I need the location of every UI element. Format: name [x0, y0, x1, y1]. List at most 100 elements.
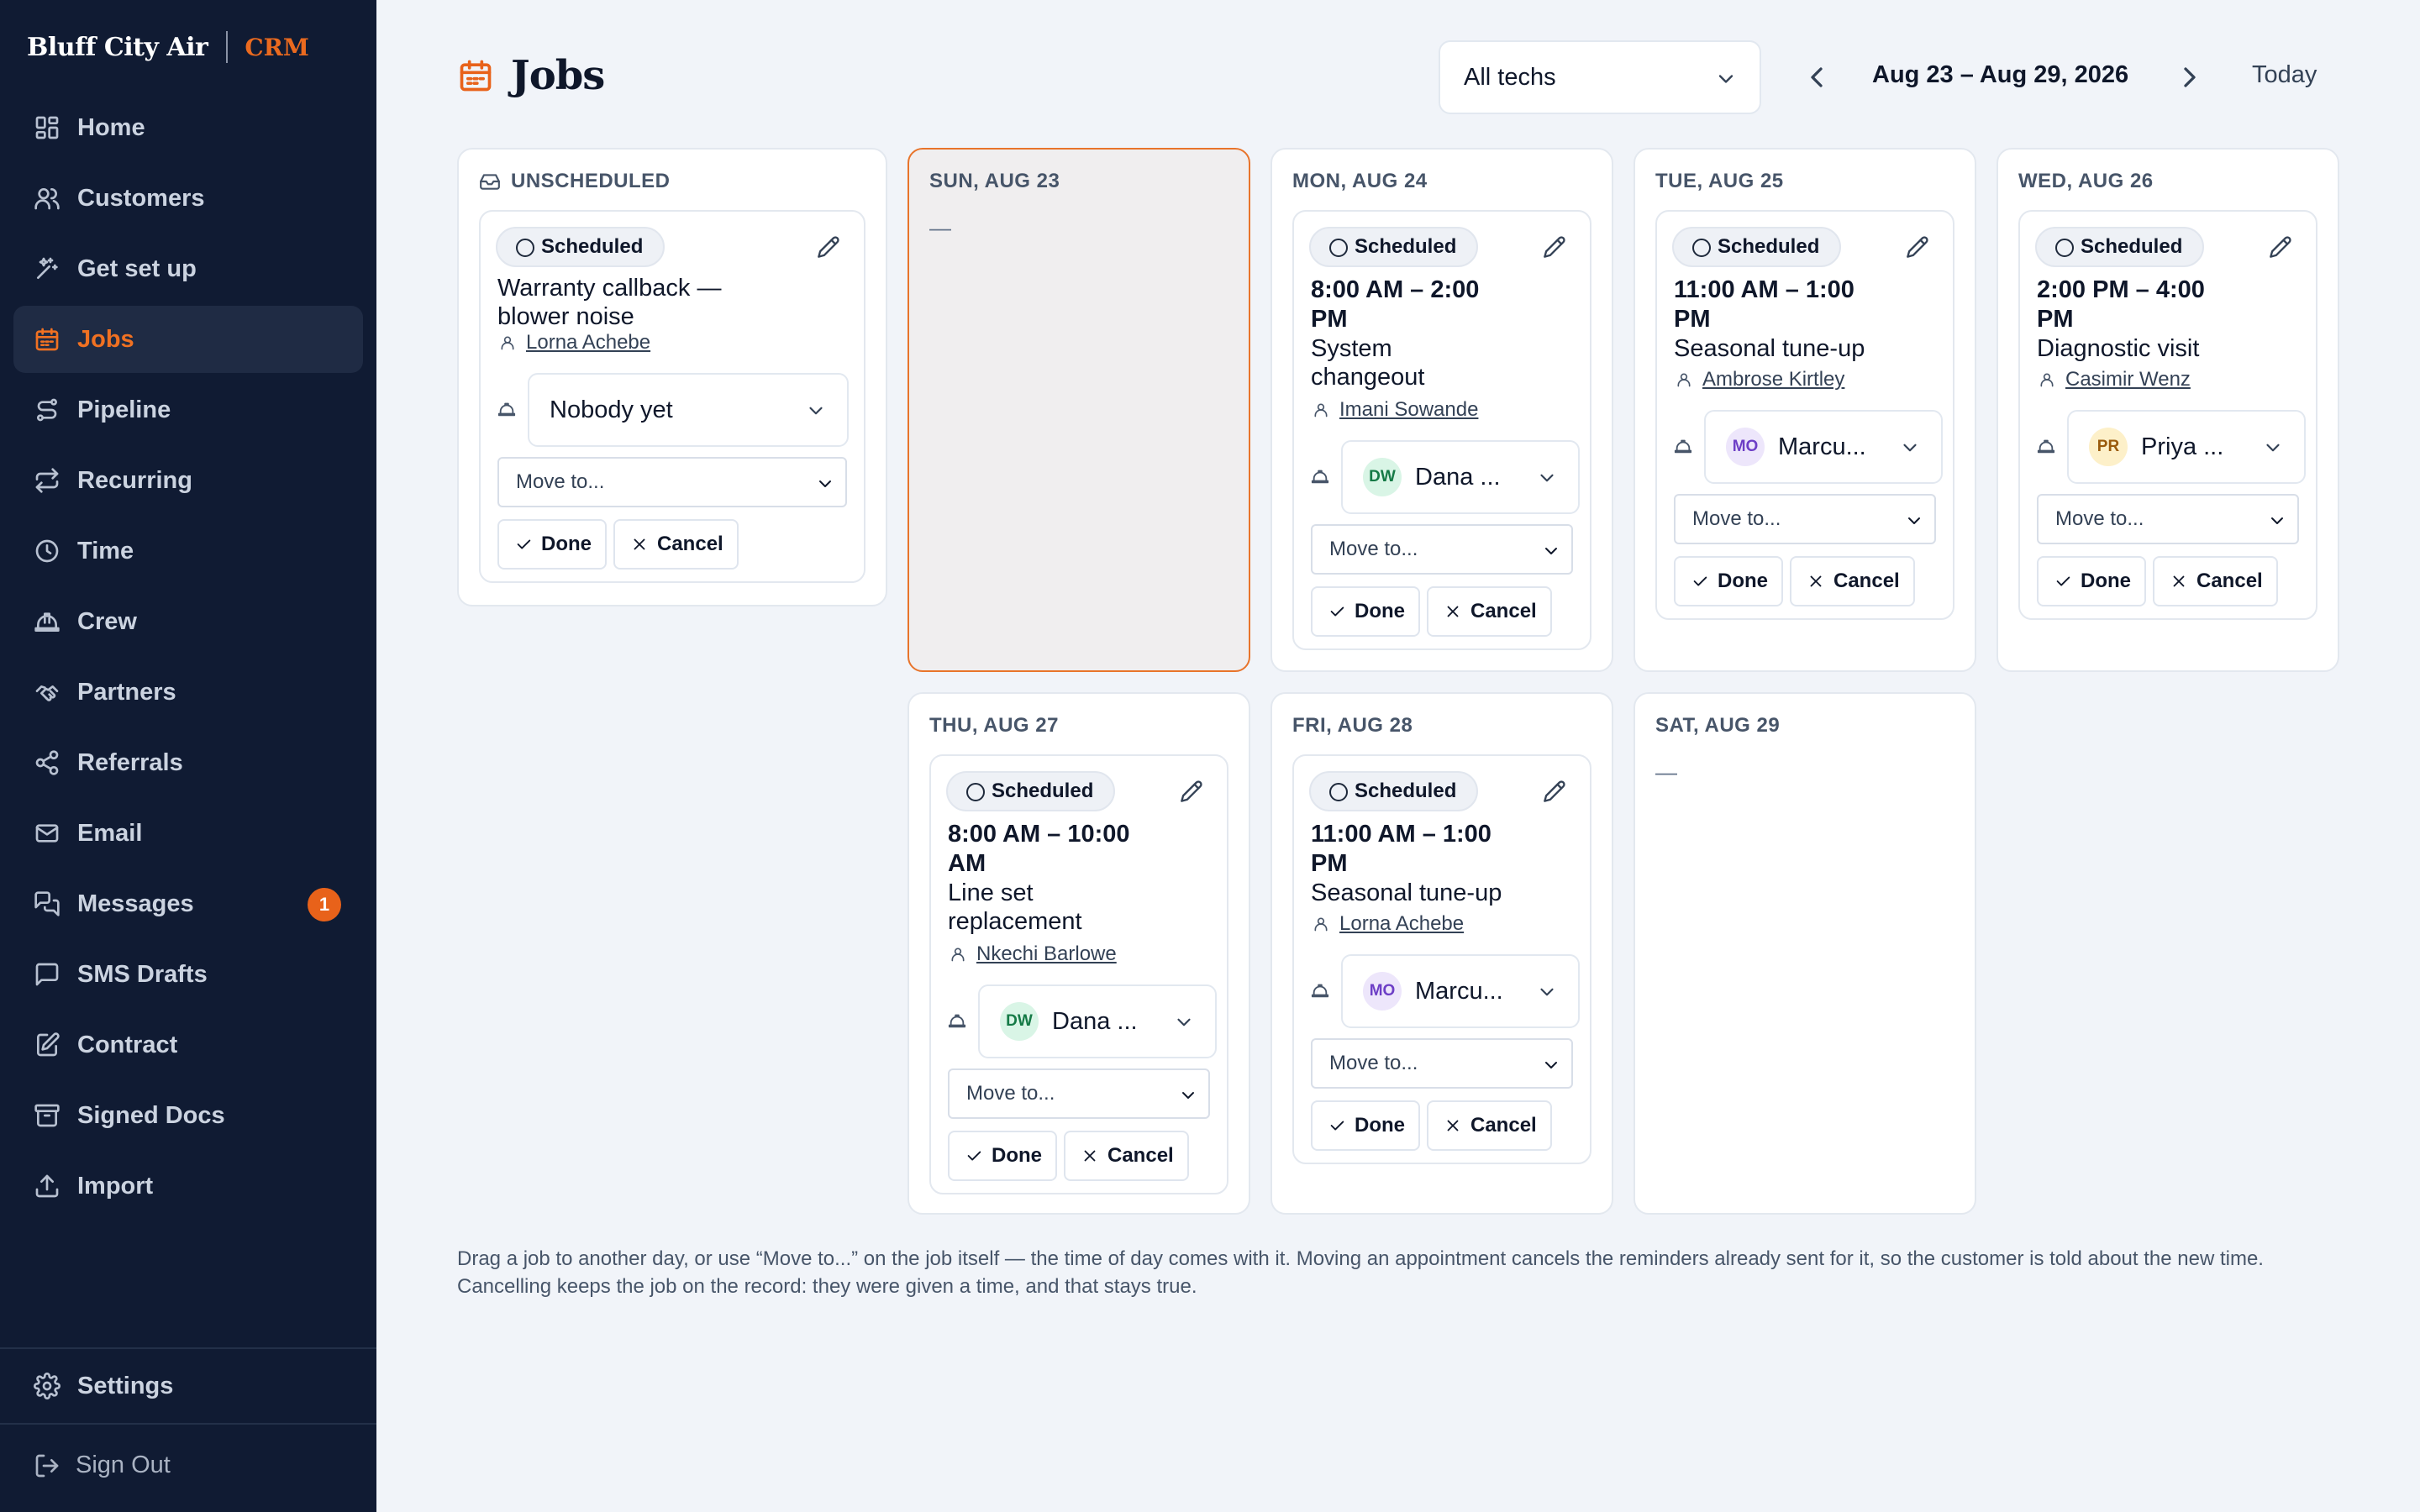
nav-item-referrals[interactable]: Referrals	[13, 729, 363, 796]
day-column-mon[interactable]: MON, AUG 24 Scheduled 8:00 AM – 2:00 PM …	[1270, 148, 1613, 672]
nav-item-jobs[interactable]: Jobs	[13, 306, 363, 373]
job-card[interactable]: Scheduled Warranty callback — blower noi…	[479, 210, 865, 583]
day-column-fri[interactable]: FRI, AUG 28 Scheduled 11:00 AM – 1:00 PM…	[1270, 692, 1613, 1215]
nav-item-home[interactable]: Home	[13, 94, 363, 161]
nav-item-settings[interactable]: Settings	[13, 1352, 363, 1420]
nav-label: Settings	[77, 1372, 174, 1399]
tech-filter-select[interactable]: All techs	[1439, 40, 1761, 114]
status-badge[interactable]: Scheduled	[1309, 227, 1479, 267]
nav-item-contract[interactable]: Contract	[13, 1011, 363, 1079]
move-to-select[interactable]: Move to...	[2037, 494, 2299, 544]
done-button[interactable]: Done	[948, 1131, 1057, 1181]
customer-link[interactable]: Ambrose Kirtley	[1676, 368, 1844, 391]
nav-item-partners[interactable]: Partners	[13, 659, 363, 726]
day-column-thu[interactable]: THU, AUG 27 Scheduled 8:00 AM – 10:00 AM…	[908, 692, 1250, 1215]
nav-item-customers[interactable]: Customers	[13, 165, 363, 232]
edit-job-button[interactable]	[817, 235, 840, 259]
customer-name[interactable]: Lorna Achebe	[1339, 912, 1465, 935]
move-to-select[interactable]: Move to...	[1311, 1038, 1573, 1089]
customer-name[interactable]: Lorna Achebe	[526, 331, 651, 354]
cancel-button[interactable]: Cancel	[613, 519, 739, 570]
status-badge[interactable]: Scheduled	[1672, 227, 1842, 267]
nav-item-email[interactable]: Email	[13, 800, 363, 867]
cancel-button[interactable]: Cancel	[1427, 1100, 1552, 1151]
today-button[interactable]: Today	[2252, 61, 2317, 88]
crew-assignment: DW Dana ...	[1311, 440, 1580, 514]
job-time: 11:00 AM – 1:00 PM	[1674, 276, 1854, 333]
crew-select[interactable]: DW Dana ...	[1341, 440, 1580, 514]
edit-job-button[interactable]	[1906, 235, 1929, 259]
nav-item-pipeline[interactable]: Pipeline	[13, 376, 363, 444]
cancel-button[interactable]: Cancel	[1427, 586, 1552, 637]
status-badge[interactable]: Scheduled	[2035, 227, 2205, 267]
customer-name[interactable]: Ambrose Kirtley	[1702, 368, 1845, 391]
done-button[interactable]: Done	[1311, 586, 1420, 637]
crew-select[interactable]: DW Dana ...	[978, 984, 1217, 1058]
crew-select[interactable]: MO Marcu...	[1704, 410, 1943, 484]
nav-label: Contract	[77, 1031, 178, 1058]
brand-logo[interactable]: Bluff City Air CRM	[27, 30, 309, 64]
customer-link[interactable]: Lorna Achebe	[1313, 912, 1464, 936]
crew-select[interactable]: MO Marcu...	[1341, 954, 1580, 1028]
done-button[interactable]: Done	[1674, 556, 1783, 606]
nav-item-signed-docs[interactable]: Signed Docs	[13, 1082, 363, 1149]
x-icon	[1807, 572, 1825, 591]
sign-out-button[interactable]: Sign Out	[34, 1452, 171, 1479]
job-card[interactable]: Scheduled 11:00 AM – 1:00 PM Seasonal tu…	[1292, 754, 1591, 1164]
status-label: Scheduled	[1355, 780, 1457, 802]
day-column-wed[interactable]: WED, AUG 26 Scheduled 2:00 PM – 4:00 PM …	[1996, 148, 2339, 672]
customer-link[interactable]: Lorna Achebe	[499, 331, 650, 354]
customer-name[interactable]: Nkechi Barlowe	[976, 942, 1117, 965]
edit-job-button[interactable]	[1180, 780, 1203, 803]
nav-item-get-set-up[interactable]: Get set up	[13, 235, 363, 302]
job-card[interactable]: Scheduled 11:00 AM – 1:00 PM Seasonal tu…	[1655, 210, 1954, 620]
job-card[interactable]: Scheduled 8:00 AM – 10:00 AM Line set re…	[929, 754, 1228, 1194]
status-circle-icon	[1329, 239, 1348, 257]
done-button[interactable]: Done	[497, 519, 607, 570]
cancel-label: Cancel	[1107, 1144, 1174, 1167]
next-week-button[interactable]	[2173, 60, 2207, 94]
done-button[interactable]: Done	[2037, 556, 2146, 606]
customer-name[interactable]: Imani Sowande	[1339, 398, 1479, 421]
cancel-button[interactable]: Cancel	[1064, 1131, 1189, 1181]
customer-name[interactable]: Casimir Wenz	[2065, 368, 2191, 391]
check-icon	[965, 1147, 983, 1165]
nav-item-time[interactable]: Time	[13, 517, 363, 585]
crew-select[interactable]: PR Priya ...	[2067, 410, 2306, 484]
status-badge[interactable]: Scheduled	[946, 771, 1116, 811]
move-to-select[interactable]: Move to...	[1674, 494, 1936, 544]
status-badge[interactable]: Scheduled	[496, 227, 666, 267]
move-to-select[interactable]: Move to...	[497, 457, 847, 507]
crew-select[interactable]: Nobody yet	[528, 373, 849, 447]
x-icon	[1444, 1116, 1462, 1135]
status-circle-icon	[1329, 783, 1348, 801]
day-column-sat[interactable]: SAT, AUG 29 —	[1634, 692, 1976, 1215]
cancel-button[interactable]: Cancel	[1790, 556, 1915, 606]
move-to-select[interactable]: Move to...	[1311, 524, 1573, 575]
edit-job-button[interactable]	[2269, 235, 2292, 259]
done-label: Done	[1355, 1114, 1405, 1137]
done-button[interactable]: Done	[1311, 1100, 1420, 1151]
edit-job-button[interactable]	[1543, 780, 1566, 803]
nav-item-messages[interactable]: Messages 1	[13, 870, 363, 937]
day-column-tue[interactable]: TUE, AUG 25 Scheduled 11:00 AM – 1:00 PM…	[1634, 148, 1976, 672]
clock-icon	[34, 538, 60, 564]
customer-link[interactable]: Imani Sowande	[1313, 398, 1478, 422]
chevron-down-icon	[815, 474, 835, 494]
customer-link[interactable]: Casimir Wenz	[2039, 368, 2191, 391]
status-badge[interactable]: Scheduled	[1309, 771, 1479, 811]
previous-week-button[interactable]	[1800, 60, 1833, 94]
move-to-select[interactable]: Move to...	[948, 1068, 1210, 1119]
job-card[interactable]: Scheduled 8:00 AM – 2:00 PM System chang…	[1292, 210, 1591, 650]
status-label: Scheduled	[1718, 235, 1820, 258]
nav-item-sms-drafts[interactable]: SMS Drafts	[13, 941, 363, 1008]
day-column-sun[interactable]: SUN, AUG 23 —	[908, 148, 1250, 672]
nav-item-crew[interactable]: Crew	[13, 588, 363, 655]
nav-item-import[interactable]: Import	[13, 1152, 363, 1220]
job-card[interactable]: Scheduled 2:00 PM – 4:00 PM Diagnostic v…	[2018, 210, 2317, 620]
nav-item-recurring[interactable]: Recurring	[13, 447, 363, 514]
avatar: DW	[1000, 1002, 1039, 1041]
cancel-button[interactable]: Cancel	[2153, 556, 2278, 606]
customer-link[interactable]: Nkechi Barlowe	[950, 942, 1117, 966]
edit-job-button[interactable]	[1543, 235, 1566, 259]
